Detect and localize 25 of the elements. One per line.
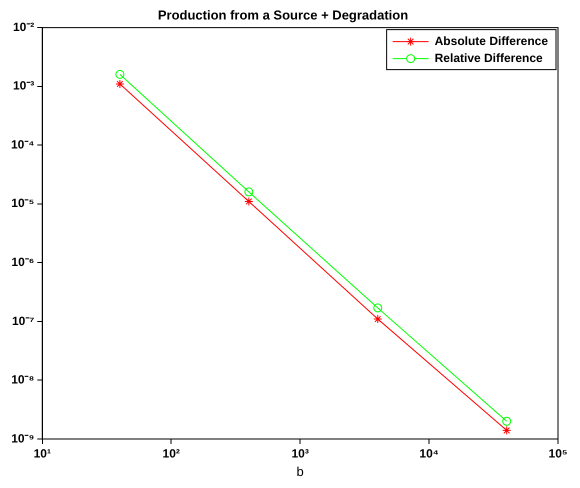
y-tick-label: 10⁻³ bbox=[12, 78, 34, 93]
point bbox=[373, 303, 382, 312]
point bbox=[502, 426, 512, 435]
chart-title: Production from a Source + Degradation bbox=[158, 7, 408, 22]
x-axis-title: b bbox=[296, 464, 304, 479]
x-tick-label: 10³ bbox=[291, 446, 309, 461]
legend-label: Relative Difference bbox=[434, 50, 544, 65]
x-tick-label: 10⁵ bbox=[548, 446, 568, 461]
y-tick-label: 10⁻⁵ bbox=[11, 196, 34, 210]
point bbox=[244, 196, 254, 206]
point bbox=[373, 314, 382, 324]
y-tick-label: 10⁻⁶ bbox=[11, 255, 34, 269]
y-tick-label: 10⁻² bbox=[12, 20, 34, 34]
point bbox=[115, 79, 124, 88]
y-tick-label: 10⁻⁸ bbox=[11, 372, 34, 387]
point bbox=[244, 187, 254, 196]
x-tick-label: 10² bbox=[162, 446, 180, 461]
x-tick-label: 10⁴ bbox=[419, 446, 439, 461]
legend-label: Absolute Difference bbox=[434, 34, 548, 48]
point bbox=[115, 70, 124, 79]
x-tick-label: 10¹ bbox=[34, 446, 51, 461]
y-tick-label: 10⁻⁴ bbox=[10, 137, 34, 152]
point bbox=[502, 416, 512, 426]
y-tick-label: 10⁻⁷ bbox=[12, 314, 34, 328]
y-tick-label: 10⁻⁹ bbox=[11, 431, 34, 446]
